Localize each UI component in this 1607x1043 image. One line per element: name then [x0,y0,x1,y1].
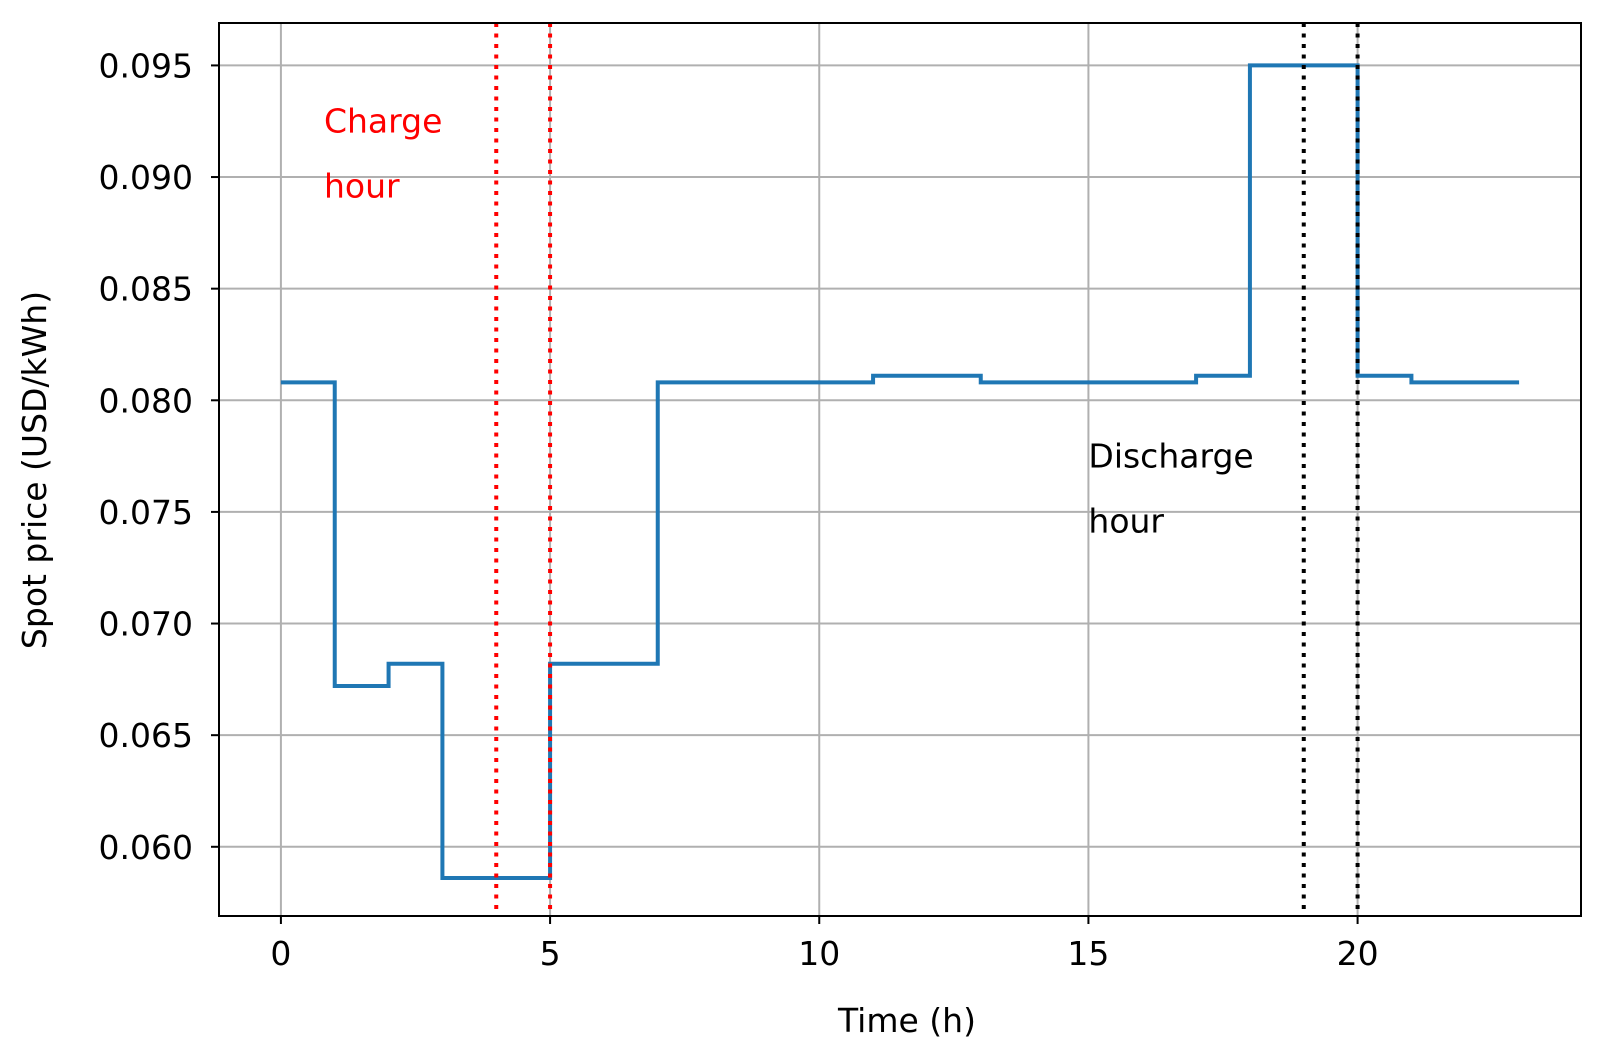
y-tick-label: 0.095 [99,46,193,85]
marker-lines [494,23,1360,916]
x-tick-label: 0 [270,934,291,973]
grid [219,23,1581,916]
x-axis-label: Time (h) [837,1001,976,1040]
series [280,63,1520,881]
x-axis: 0 5 10 15 20 [270,916,1379,973]
discharge-hour-label: Discharge [1088,436,1253,475]
x-tick-label: 5 [540,934,561,973]
charge-hour-label: Charge [324,101,442,140]
x-tick-label: 10 [798,934,840,973]
y-tick-label: 0.075 [99,493,193,532]
y-tick-label: 0.090 [99,158,193,197]
y-tick-label: 0.070 [99,605,193,644]
x-tick-label: 15 [1067,934,1109,973]
x-tick-label: 20 [1337,934,1379,973]
y-tick-label: 0.060 [99,828,193,867]
plot-frame [218,22,1582,917]
annotations: Charge hour Discharge hour [324,101,1254,540]
charge-hour-label: hour [324,166,400,205]
y-tick-label: 0.085 [99,270,193,309]
y-tick-label: 0.080 [99,381,193,420]
y-tick-label: 0.065 [99,716,193,755]
discharge-hour-label: hour [1088,501,1164,540]
price-step-line [280,63,1520,881]
y-axis-label: Spot price (USD/kWh) [15,291,54,649]
y-axis: 0.060 0.065 0.070 0.075 0.080 0.085 0.090 0.095 [99,46,219,867]
